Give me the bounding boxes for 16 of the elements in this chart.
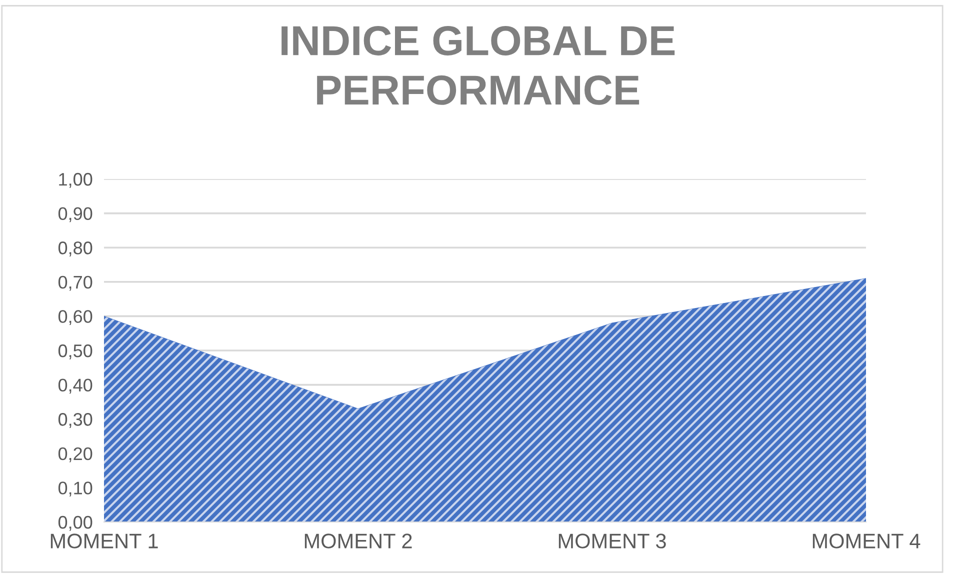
y-tick-label: 0,10 <box>58 482 92 497</box>
y-tick-label: 0,30 <box>58 413 92 428</box>
x-tick-label: MOMENT 4 <box>812 534 920 548</box>
y-tick-label: 0,80 <box>58 242 92 256</box>
y-tick-label: 0,50 <box>58 344 92 360</box>
y-tick-label: 0,00 <box>58 516 92 531</box>
y-tick-label: 0,90 <box>58 207 92 222</box>
y-tick-label: 0,60 <box>58 310 92 326</box>
y-tick-label: 0,70 <box>58 276 92 291</box>
x-tick-label: MOMENT 3 <box>558 534 666 548</box>
y-tick-label: 0,40 <box>58 378 92 394</box>
x-tick-label: MOMENT 2 <box>304 534 412 548</box>
y-tick-label: 1,00 <box>59 172 92 188</box>
chart-title: INDICE GLOBAL DE PERFORMANCE <box>282 26 675 105</box>
x-tick-label: MOMENT 1 <box>50 534 158 548</box>
y-tick-label: 0,20 <box>58 447 92 462</box>
